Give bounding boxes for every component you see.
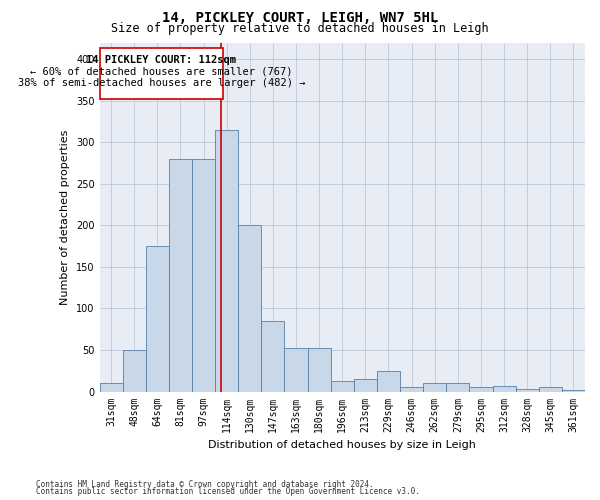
Text: 14 PICKLEY COURT: 112sqm: 14 PICKLEY COURT: 112sqm <box>86 55 236 65</box>
Bar <box>515 389 539 392</box>
Text: ← 60% of detached houses are smaller (767): ← 60% of detached houses are smaller (76… <box>30 66 293 76</box>
Bar <box>377 371 400 392</box>
Bar <box>539 388 562 392</box>
Bar <box>308 348 331 392</box>
Text: Size of property relative to detached houses in Leigh: Size of property relative to detached ho… <box>111 22 489 35</box>
Bar <box>146 246 169 392</box>
Bar <box>493 386 515 392</box>
Bar <box>284 348 308 392</box>
Y-axis label: Number of detached properties: Number of detached properties <box>61 130 70 304</box>
Bar <box>215 130 238 392</box>
Bar <box>446 383 469 392</box>
Bar <box>469 388 493 392</box>
X-axis label: Distribution of detached houses by size in Leigh: Distribution of detached houses by size … <box>208 440 476 450</box>
Bar <box>562 390 585 392</box>
Bar <box>169 159 192 392</box>
Bar <box>400 388 423 392</box>
Text: 38% of semi-detached houses are larger (482) →: 38% of semi-detached houses are larger (… <box>17 78 305 88</box>
FancyBboxPatch shape <box>100 48 223 99</box>
Bar <box>192 159 215 392</box>
Text: 14, PICKLEY COURT, LEIGH, WN7 5HL: 14, PICKLEY COURT, LEIGH, WN7 5HL <box>162 11 438 25</box>
Bar <box>122 350 146 392</box>
Bar <box>100 383 122 392</box>
Bar <box>423 383 446 392</box>
Bar <box>238 226 262 392</box>
Bar <box>262 321 284 392</box>
Bar <box>331 381 354 392</box>
Text: Contains public sector information licensed under the Open Government Licence v3: Contains public sector information licen… <box>36 487 420 496</box>
Text: Contains HM Land Registry data © Crown copyright and database right 2024.: Contains HM Land Registry data © Crown c… <box>36 480 374 489</box>
Bar <box>354 379 377 392</box>
